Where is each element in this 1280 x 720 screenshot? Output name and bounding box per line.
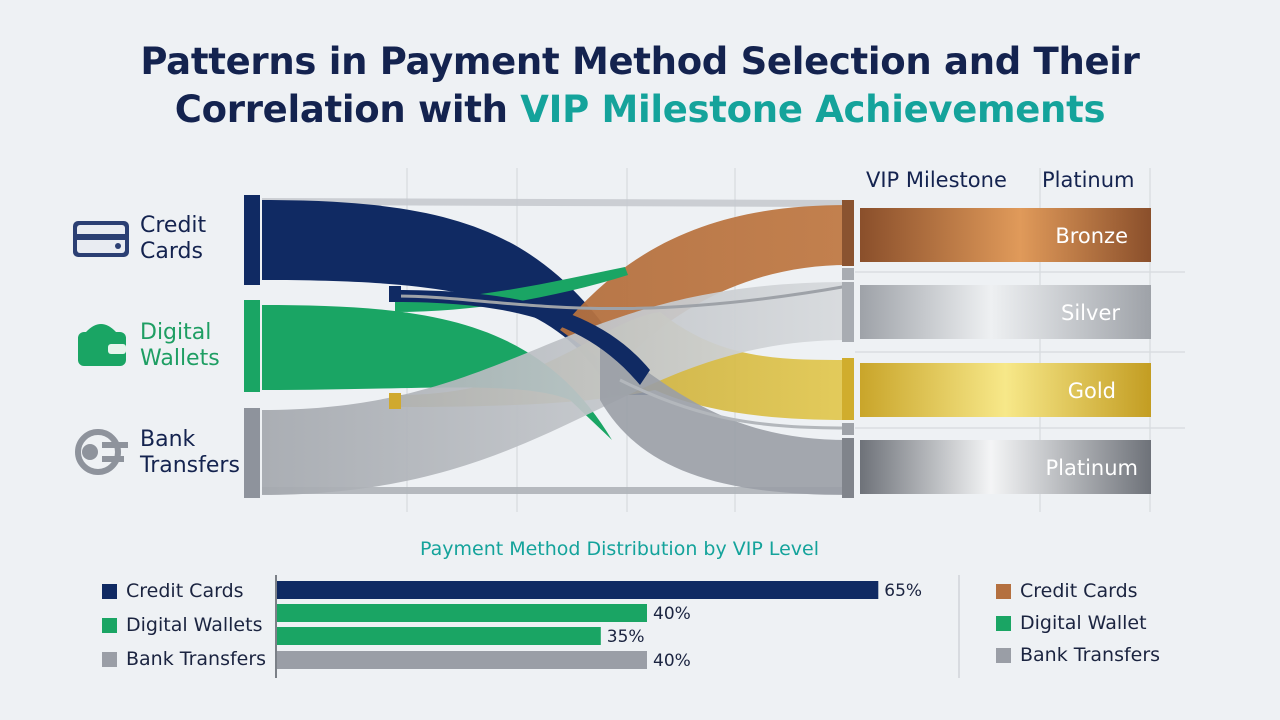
legend-left-item: Credit Cards	[102, 580, 244, 602]
tier-label-bronze: Bronze	[1055, 224, 1128, 248]
legend-swatch	[102, 583, 117, 599]
flow-platinum	[600, 335, 848, 495]
title-line-2-accent: VIP Milestone Achievements	[520, 88, 1106, 131]
tier-bar-platinum	[860, 440, 1151, 494]
flow-credit-cards	[262, 200, 650, 395]
title-line-2: Correlation with VIP Milestone Achieveme…	[0, 86, 1280, 134]
legend-swatch	[996, 583, 1011, 599]
legend-label: Digital Wallet	[1020, 612, 1147, 634]
vip-platinum-header: Platinum	[1042, 168, 1135, 192]
bar-value-label: 40%	[653, 651, 691, 671]
source-label-credit-cards: Credit Cards	[140, 213, 207, 264]
node-small-gold	[389, 393, 401, 409]
node-bank-transfers	[244, 408, 260, 498]
bar-value-label: 35%	[607, 627, 645, 647]
flow-silver	[262, 282, 848, 495]
source-nodes	[244, 195, 401, 498]
title-line-1: Patterns in Payment Method Selection and…	[140, 40, 1140, 83]
node-digital-wallets	[244, 300, 260, 392]
legend-swatch	[102, 651, 117, 667]
chart-title: Patterns in Payment Method Selection and…	[0, 38, 1280, 134]
bar-value-label: 40%	[653, 604, 691, 624]
vip-milestone-header: VIP Milestone	[866, 168, 1007, 192]
node-credit-cards	[244, 195, 260, 285]
source-label-digital-wallets: Digital Wallets	[140, 320, 220, 371]
legend-right-item: Digital Wallet	[996, 612, 1147, 634]
node-small-navy	[389, 286, 401, 302]
wallet-icon	[72, 318, 130, 372]
source-label-bank-transfers: Bank Transfers	[140, 427, 240, 478]
credit-card-icon	[72, 220, 130, 262]
target-connectors	[842, 200, 854, 498]
legend-right-item: Bank Transfers	[996, 644, 1160, 666]
legend-label: Credit Cards	[126, 580, 244, 602]
tier-label-gold: Gold	[1068, 379, 1116, 403]
legend-left-item: Digital Wallets	[102, 614, 262, 636]
bar-chart: 65% 40% 35% 40%	[275, 575, 960, 678]
legend-right-item: Credit Cards	[996, 580, 1138, 602]
bar	[277, 604, 647, 622]
legend-swatch	[102, 617, 117, 633]
bar	[277, 651, 647, 669]
bar	[277, 627, 601, 645]
tier-bars: Bronze Silver Gold Platinum	[860, 208, 1151, 494]
bar-value-label: 65%	[884, 581, 922, 601]
flow-thin-navy	[394, 284, 849, 430]
tier-bar-gold	[860, 363, 1151, 417]
tier-bar-bronze	[860, 208, 1151, 262]
bank-transfer-icon	[72, 428, 132, 482]
legend-label: Bank Transfers	[126, 648, 267, 670]
legend-label: Bank Transfers	[1020, 644, 1161, 666]
tier-label-platinum: Platinum	[1045, 456, 1138, 480]
legend-label: Credit Cards	[1020, 580, 1138, 602]
tier-label-silver: Silver	[1061, 301, 1120, 325]
title-line-2-plain: Correlation with	[174, 88, 521, 131]
legend-swatch	[996, 615, 1011, 631]
thin-flows	[262, 198, 848, 494]
legend-left-item: Bank Transfers	[102, 648, 266, 670]
legend-swatch	[996, 647, 1011, 663]
bar	[277, 581, 879, 599]
bar-chart-title: Payment Method Distribution by VIP Level	[420, 538, 819, 560]
legend-label: Digital Wallets	[126, 614, 263, 636]
tier-bar-silver	[860, 285, 1151, 339]
